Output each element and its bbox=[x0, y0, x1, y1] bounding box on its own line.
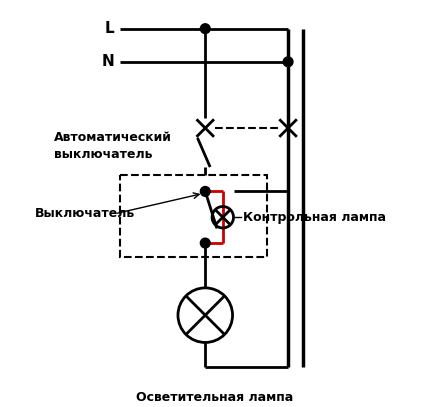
Circle shape bbox=[283, 57, 293, 67]
Circle shape bbox=[200, 186, 210, 196]
Text: L: L bbox=[105, 21, 115, 36]
Text: Выключатель: Выключатель bbox=[35, 207, 135, 220]
Text: Контрольная лампа: Контрольная лампа bbox=[243, 211, 386, 224]
Circle shape bbox=[200, 24, 210, 33]
Text: N: N bbox=[102, 54, 115, 69]
Bar bbox=[120, 175, 267, 257]
Circle shape bbox=[200, 238, 210, 248]
Text: Автоматический
выключатель: Автоматический выключатель bbox=[54, 131, 172, 161]
Text: Осветительная лампа: Осветительная лампа bbox=[136, 391, 294, 404]
